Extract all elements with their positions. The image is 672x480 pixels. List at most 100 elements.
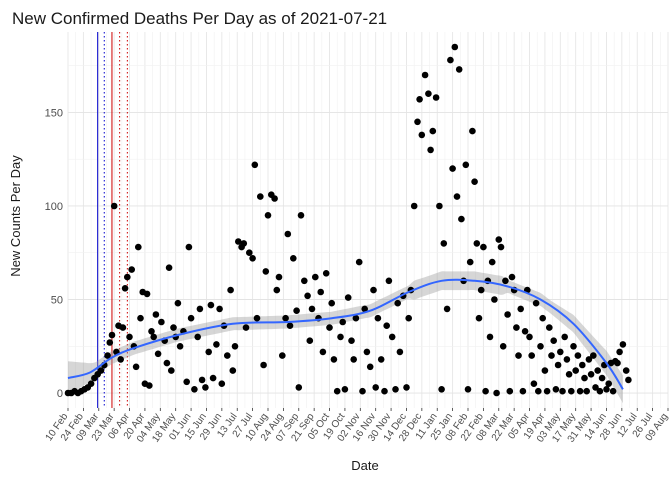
data-point	[594, 367, 601, 374]
data-point	[308, 305, 316, 313]
data-point	[568, 387, 575, 395]
data-point	[137, 314, 144, 322]
data-point	[370, 286, 377, 294]
data-point	[528, 352, 535, 359]
data-point	[227, 286, 234, 294]
chart-title: New Confirmed Deaths Per Day as of 2021-…	[12, 9, 387, 28]
data-point	[231, 343, 239, 350]
data-point	[150, 333, 157, 341]
data-point	[290, 254, 297, 262]
data-point	[194, 333, 201, 341]
data-point	[581, 374, 588, 382]
data-point	[330, 356, 338, 363]
data-point	[513, 324, 520, 331]
data-point	[198, 376, 206, 384]
data-point	[262, 268, 270, 275]
data-point	[275, 273, 283, 281]
data-point	[491, 296, 498, 303]
data-point	[440, 240, 448, 247]
trend-line	[67, 278, 624, 390]
data-point	[341, 386, 349, 393]
data-point	[348, 337, 355, 345]
data-point	[317, 288, 325, 296]
data-point	[482, 387, 489, 395]
data-point	[163, 359, 171, 367]
data-point	[541, 367, 549, 374]
data-point	[443, 305, 451, 313]
data-point	[414, 118, 421, 126]
data-point	[322, 270, 330, 277]
data-point	[165, 264, 173, 272]
data-point	[191, 386, 198, 393]
data-point	[530, 380, 538, 388]
data-point	[458, 215, 465, 223]
data-point	[554, 361, 562, 369]
data-point	[249, 254, 256, 262]
data-point	[205, 348, 212, 356]
data-point	[396, 348, 404, 356]
data-point	[218, 380, 226, 388]
data-point	[146, 382, 153, 389]
data-point	[196, 305, 204, 313]
data-point	[312, 273, 319, 281]
data-point	[499, 343, 507, 350]
data-point	[388, 333, 396, 341]
data-point	[453, 193, 461, 200]
data-point	[282, 314, 289, 322]
data-point	[143, 290, 151, 298]
data-point	[260, 361, 267, 369]
data-point	[493, 389, 500, 397]
data-point	[383, 322, 391, 330]
data-point	[532, 299, 540, 307]
data-point	[377, 356, 385, 363]
data-point	[421, 71, 429, 79]
data-point	[537, 343, 544, 350]
data-point	[306, 337, 314, 345]
data-point	[570, 343, 577, 350]
data-point	[126, 333, 133, 341]
data-point	[473, 240, 481, 247]
data-point	[466, 258, 474, 266]
data-point	[432, 94, 440, 101]
data-point	[565, 371, 573, 378]
data-point	[97, 367, 105, 374]
data-point	[176, 343, 184, 350]
data-point	[372, 384, 380, 391]
data-point	[170, 324, 177, 331]
data-point	[526, 333, 533, 341]
y-tick-label: 100	[45, 201, 63, 213]
data-point	[508, 273, 516, 281]
data-point	[502, 277, 509, 285]
data-point	[257, 193, 264, 200]
data-point	[104, 352, 111, 359]
data-point	[374, 314, 382, 322]
data-point	[471, 178, 478, 185]
data-point	[202, 384, 209, 391]
data-point	[405, 314, 413, 322]
data-point	[587, 371, 595, 378]
data-point	[543, 387, 551, 395]
data-point	[337, 333, 344, 341]
y-tick-label: 50	[51, 295, 63, 307]
trend-line-group	[67, 278, 624, 390]
data-point	[625, 376, 632, 384]
data-point	[284, 230, 292, 238]
data-point	[548, 352, 555, 359]
data-point	[366, 363, 374, 371]
y-axis-title: New Counts Per Day	[8, 155, 23, 277]
data-point	[128, 266, 135, 273]
data-point	[251, 161, 259, 169]
data-point	[394, 299, 402, 307]
data-point	[572, 367, 579, 374]
data-point	[279, 352, 286, 359]
data-points	[64, 43, 632, 397]
data-point	[363, 348, 371, 356]
data-point	[361, 305, 369, 313]
data-point	[301, 277, 308, 285]
data-point	[480, 243, 487, 251]
data-point	[264, 212, 272, 219]
data-point	[355, 258, 363, 266]
data-point	[504, 311, 511, 318]
data-point	[447, 56, 454, 64]
data-point	[451, 43, 459, 51]
